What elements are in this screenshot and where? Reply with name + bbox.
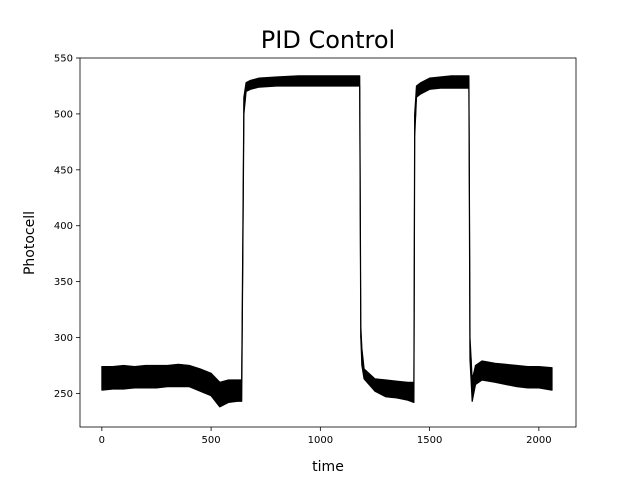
y-tick-label: 300 bbox=[54, 333, 73, 344]
y-tick-label: 500 bbox=[54, 109, 73, 120]
x-tick-label: 0 bbox=[99, 435, 105, 446]
y-axis-label: Photocell bbox=[22, 211, 38, 275]
y-tick-label: 250 bbox=[54, 389, 73, 400]
x-axis: 0 500 1000 1500 2000 bbox=[99, 427, 552, 446]
y-axis: 250 300 350 400 450 500 550 bbox=[54, 54, 80, 400]
x-tick-label: 2000 bbox=[526, 435, 551, 446]
y-tick-label: 550 bbox=[54, 54, 73, 65]
y-tick-label: 350 bbox=[54, 277, 73, 288]
x-tick-label: 1000 bbox=[308, 435, 333, 446]
x-axis-label: time bbox=[312, 459, 344, 475]
x-tick-label: 1500 bbox=[417, 435, 442, 446]
series-line bbox=[101, 75, 552, 407]
axes-frame bbox=[79, 57, 577, 428]
plot-area bbox=[101, 75, 553, 408]
x-tick-label: 500 bbox=[202, 435, 221, 446]
chart-title: PID Control bbox=[261, 26, 395, 54]
y-tick-label: 400 bbox=[54, 221, 73, 232]
y-tick-label: 450 bbox=[54, 165, 73, 176]
